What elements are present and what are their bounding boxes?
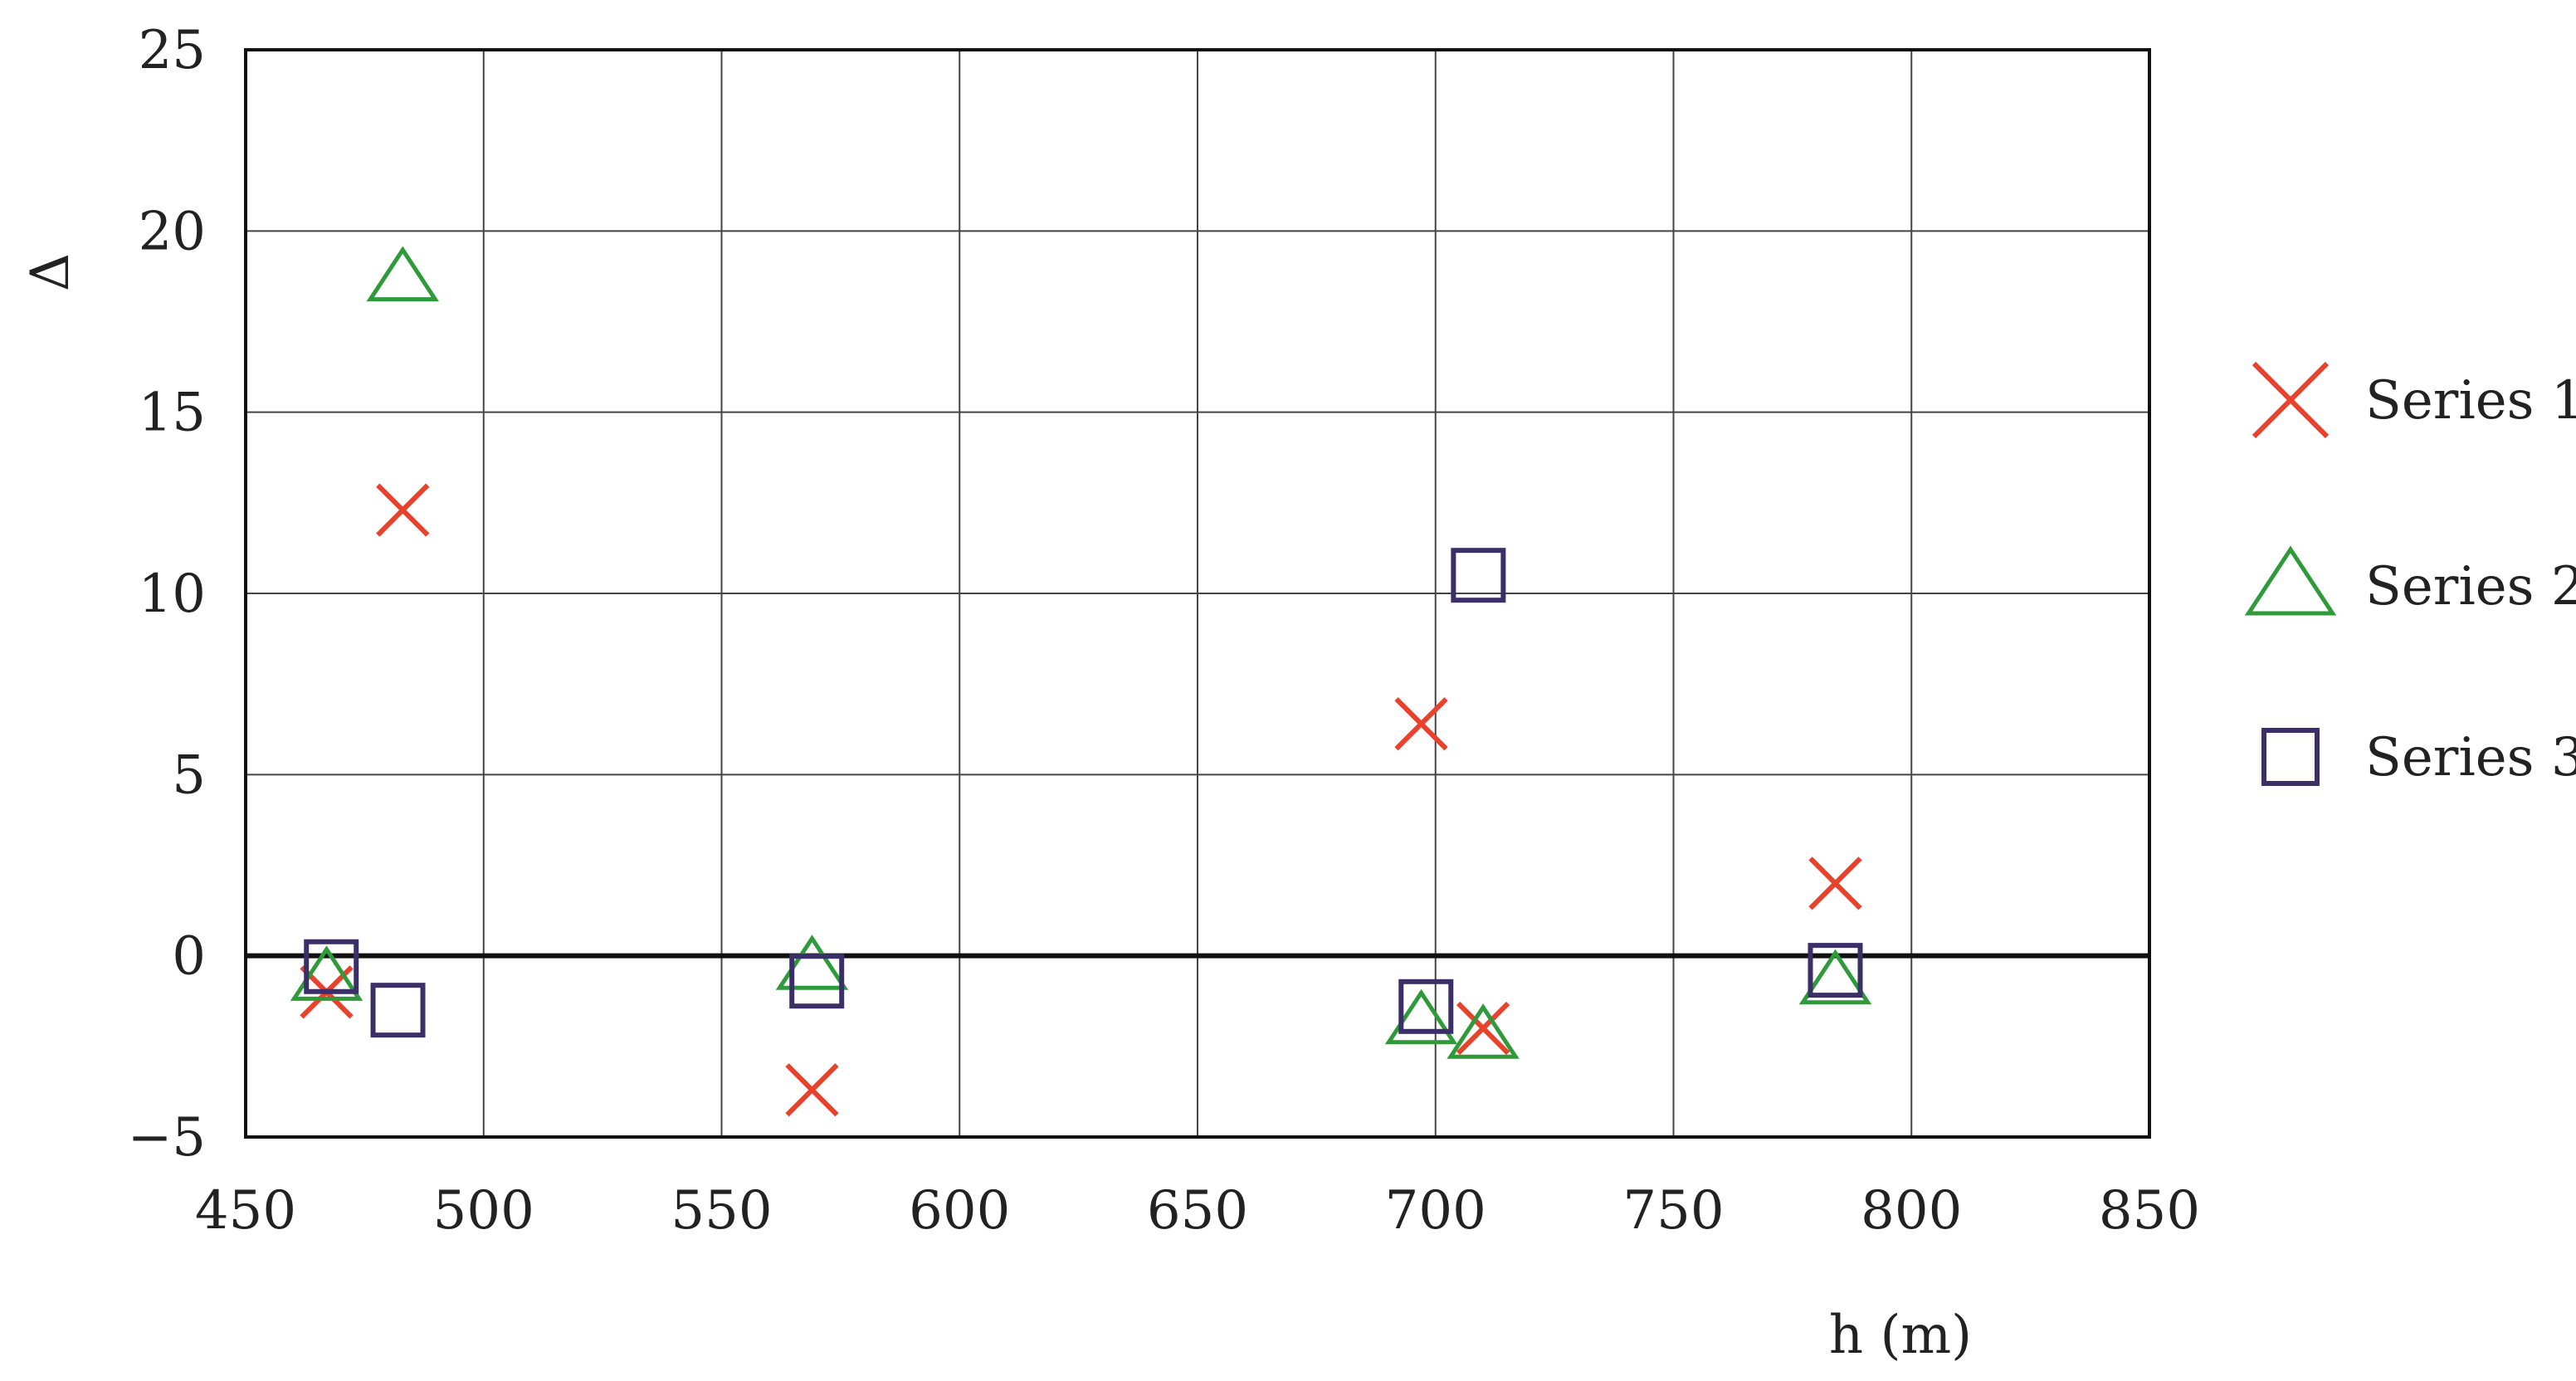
legend-marker-series-2 bbox=[2244, 545, 2337, 616]
x-tick-label: 450 bbox=[195, 1180, 296, 1242]
data-point-series-3 bbox=[1398, 978, 1454, 1034]
x-tick-label: 750 bbox=[1622, 1180, 1724, 1242]
x-tick-label: 850 bbox=[2099, 1180, 2200, 1242]
y-tick-label: 15 bbox=[139, 383, 206, 444]
data-point-series-1 bbox=[785, 1063, 839, 1117]
legend-label: Series 2 bbox=[2365, 556, 2576, 617]
data-point-series-2 bbox=[290, 945, 363, 1001]
x-tick-label: 650 bbox=[1147, 1180, 1248, 1242]
legend-label: Series 3 bbox=[2365, 727, 2576, 788]
legend-marker-series-1 bbox=[2252, 361, 2330, 439]
y-tick-label: 20 bbox=[139, 201, 206, 262]
y-tick-label: 0 bbox=[172, 926, 206, 988]
x-tick-label: 800 bbox=[1861, 1180, 1962, 1242]
x-tick-label: 600 bbox=[909, 1180, 1010, 1242]
data-point-series-2 bbox=[366, 246, 439, 302]
y-tick-label: 25 bbox=[139, 20, 206, 81]
x-tick-label: 550 bbox=[671, 1180, 772, 1242]
y-tick-label: 5 bbox=[172, 744, 206, 806]
data-point-series-2 bbox=[775, 934, 849, 990]
x-axis-label: h (m) bbox=[1829, 1305, 1972, 1366]
y-axis-label: Δ bbox=[20, 253, 81, 291]
legend-label: Series 1 bbox=[2365, 370, 2576, 432]
data-point-series-3 bbox=[304, 939, 359, 994]
data-point-series-1 bbox=[1456, 1001, 1510, 1056]
y-tick-label: −5 bbox=[128, 1107, 206, 1169]
x-tick-label: 500 bbox=[433, 1180, 534, 1242]
data-point-series-1 bbox=[1394, 697, 1448, 751]
legend: Series 1 Series 2 Series 3 bbox=[2244, 361, 2576, 788]
grid bbox=[246, 50, 2149, 1137]
legend-marker-series-3 bbox=[2261, 728, 2320, 786]
data-point-series-3 bbox=[1451, 548, 1506, 603]
data-point-series-1 bbox=[1808, 856, 1862, 910]
plot-area-frame bbox=[244, 48, 2151, 1139]
data-point-series-2 bbox=[1447, 1003, 1520, 1059]
y-axis-tick-labels: −5 0 5 10 15 20 25 bbox=[128, 20, 206, 1169]
data-point-series-3 bbox=[370, 983, 426, 1038]
data-point-series-3 bbox=[1808, 943, 1863, 998]
x-tick-label: 700 bbox=[1385, 1180, 1486, 1242]
data-point-series-2 bbox=[1384, 988, 1458, 1045]
x-axis-tick-labels: 450 500 550 600 650 700 750 800 850 bbox=[195, 1180, 2200, 1242]
data-point-series-3 bbox=[789, 954, 845, 1009]
y-tick-label: 10 bbox=[139, 564, 206, 625]
data-point-series-1 bbox=[376, 483, 430, 537]
data-points bbox=[290, 246, 1872, 1117]
data-point-series-2 bbox=[1798, 949, 1872, 1005]
